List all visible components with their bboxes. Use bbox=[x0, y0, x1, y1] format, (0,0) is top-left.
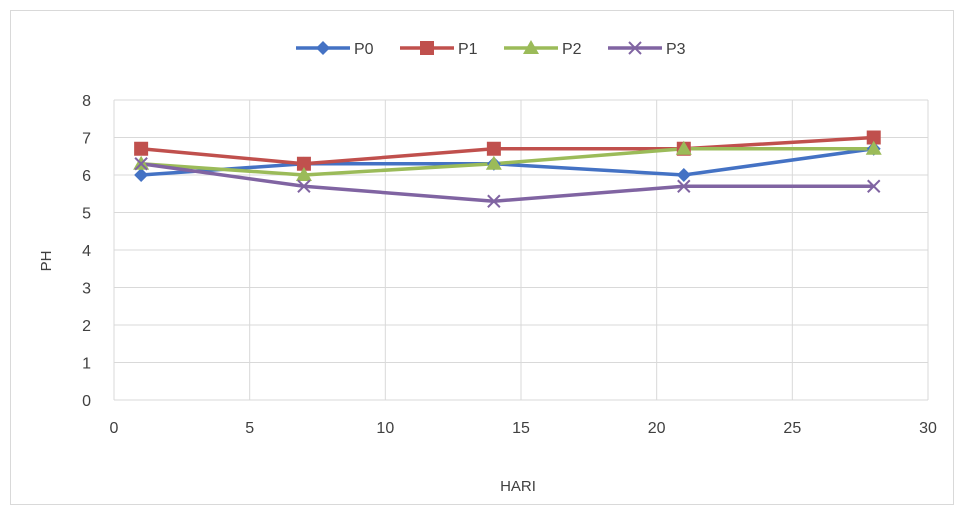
data-point-p1 bbox=[134, 141, 149, 156]
series-markers bbox=[133, 130, 882, 208]
chart-frame bbox=[10, 10, 954, 505]
y-tick-label: 4 bbox=[82, 243, 91, 260]
y-tick-label: 5 bbox=[82, 206, 91, 223]
legend-marker bbox=[316, 41, 330, 55]
x-tick-label: 0 bbox=[110, 420, 119, 437]
x-tick-label: 15 bbox=[512, 420, 530, 437]
y-tick-label: 6 bbox=[82, 168, 91, 185]
legend-item-p0: P0 bbox=[296, 41, 374, 58]
y-tick-label: 8 bbox=[82, 93, 91, 110]
data-point-p3 bbox=[677, 179, 691, 193]
data-point-p3 bbox=[487, 194, 501, 208]
series-line-p1 bbox=[140, 135, 874, 166]
legend-label: P0 bbox=[354, 41, 374, 58]
y-tick-label: 7 bbox=[82, 131, 91, 148]
x-axis-title: HARI bbox=[500, 478, 536, 495]
y-tick-label: 2 bbox=[82, 318, 91, 335]
legend-item-p2: P2 bbox=[504, 40, 582, 58]
data-point-p2 bbox=[295, 167, 312, 181]
x-tick-label: 20 bbox=[648, 420, 666, 437]
tick-labels: 0 1 2 3 4 5 6 7 8 0 5 10 15 20 25 30 bbox=[82, 93, 937, 437]
legend-item-p1: P1 bbox=[400, 41, 478, 58]
data-point-p2 bbox=[865, 140, 882, 155]
legend-item-p3: P3 bbox=[608, 41, 686, 58]
data-point-p3 bbox=[134, 157, 148, 171]
series-lines bbox=[140, 135, 874, 203]
data-point-p0 bbox=[134, 168, 149, 182]
y-tick-label: 3 bbox=[82, 281, 91, 298]
data-point-p2 bbox=[485, 155, 502, 170]
data-point-p0 bbox=[676, 168, 691, 182]
series-line-p2 bbox=[141, 147, 874, 177]
data-point-p1 bbox=[486, 141, 501, 156]
gridlines bbox=[113, 99, 929, 401]
x-tick-label: 10 bbox=[376, 420, 394, 437]
legend-label: P2 bbox=[562, 41, 582, 58]
data-point-p3 bbox=[297, 179, 311, 193]
x-tick-label: 30 bbox=[919, 420, 937, 437]
data-point-p2 bbox=[675, 140, 692, 155]
legend-label: P3 bbox=[666, 41, 686, 58]
data-point-p3 bbox=[867, 179, 881, 193]
legend-label: P1 bbox=[458, 41, 478, 58]
y-tick-label: 1 bbox=[82, 356, 91, 373]
data-point-p1 bbox=[866, 130, 881, 145]
x-tick-label: 5 bbox=[245, 420, 254, 437]
legend-marker bbox=[523, 40, 539, 54]
y-tick-label: 0 bbox=[82, 393, 91, 410]
series-line-p3 bbox=[140, 162, 874, 203]
x-tick-label: 25 bbox=[783, 420, 801, 437]
legend: P0 P1 P2 P3 bbox=[296, 40, 686, 58]
legend-marker bbox=[628, 41, 642, 55]
data-point-p1 bbox=[296, 156, 311, 171]
y-axis-title: PH bbox=[38, 251, 55, 272]
legend-marker bbox=[420, 41, 434, 55]
